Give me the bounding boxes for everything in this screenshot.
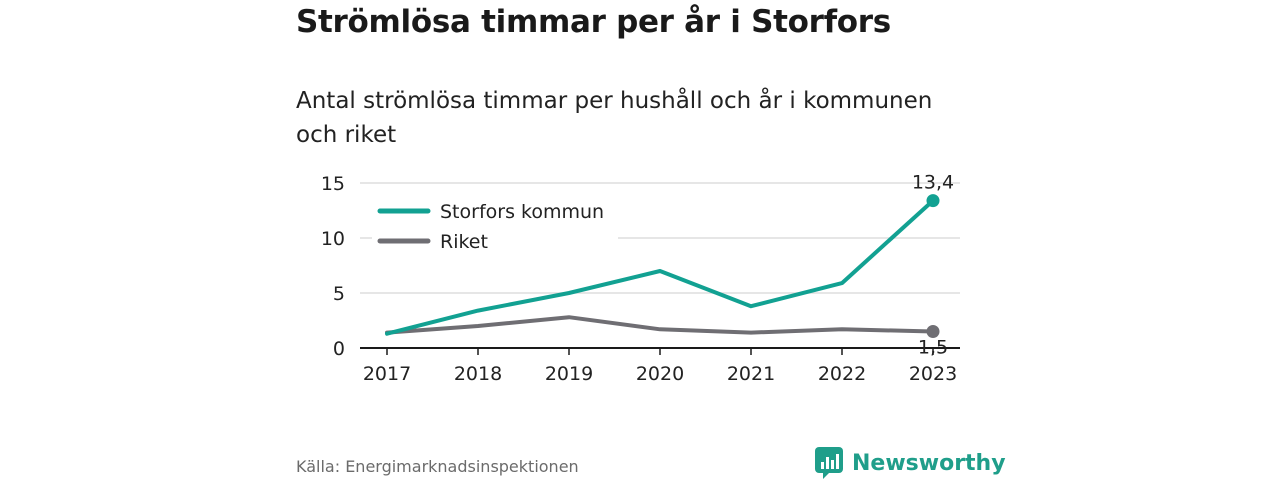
y-tick-label: 10 (321, 228, 345, 250)
x-tick-label: 2017 (363, 363, 411, 385)
legend-label: Riket (440, 231, 488, 253)
end-label-riket: 1,5 (918, 337, 948, 359)
x-tick-label: 2018 (454, 363, 502, 385)
legend-background (372, 196, 618, 262)
x-axis: 2017 2018 2019 2020 2021 2022 2023 (360, 347, 960, 385)
end-labels: 13,4 1,5 (912, 172, 954, 359)
source-note: Källa: Energimarknadsinspektionen (296, 457, 579, 476)
series-end-point (926, 194, 940, 208)
brand-logo: Newsworthy (814, 446, 1006, 480)
brand-name: Newsworthy (852, 450, 1006, 476)
end-label-storfors: 13,4 (912, 172, 954, 194)
y-tick-label: 0 (333, 338, 345, 360)
series-line (385, 315, 935, 335)
y-axis-ticks: 0 5 10 15 (321, 173, 345, 360)
chart-title: Strömlösa timmar per år i Storfors (296, 4, 891, 40)
series-lines (385, 194, 940, 338)
legend: Storfors kommun Riket (372, 196, 618, 262)
x-tick-label: 2023 (909, 363, 957, 385)
x-tick-label: 2020 (636, 363, 684, 385)
legend-label: Storfors kommun (440, 201, 604, 223)
line-chart: 0 5 10 15 2017 2018 2019 2020 2021 2022 2023 Stor… (321, 172, 960, 385)
x-tick-label: 2021 (727, 363, 775, 385)
x-tick-label: 2019 (545, 363, 593, 385)
y-tick-label: 5 (333, 283, 345, 305)
series-end-point (926, 325, 940, 338)
x-tick-label: 2022 (818, 363, 866, 385)
y-tick-label: 15 (321, 173, 345, 195)
series-line (385, 198, 935, 336)
chart-subtitle: Antal strömlösa timmar per hushåll och å… (296, 88, 933, 148)
newsworthy-logo-icon (815, 447, 843, 479)
